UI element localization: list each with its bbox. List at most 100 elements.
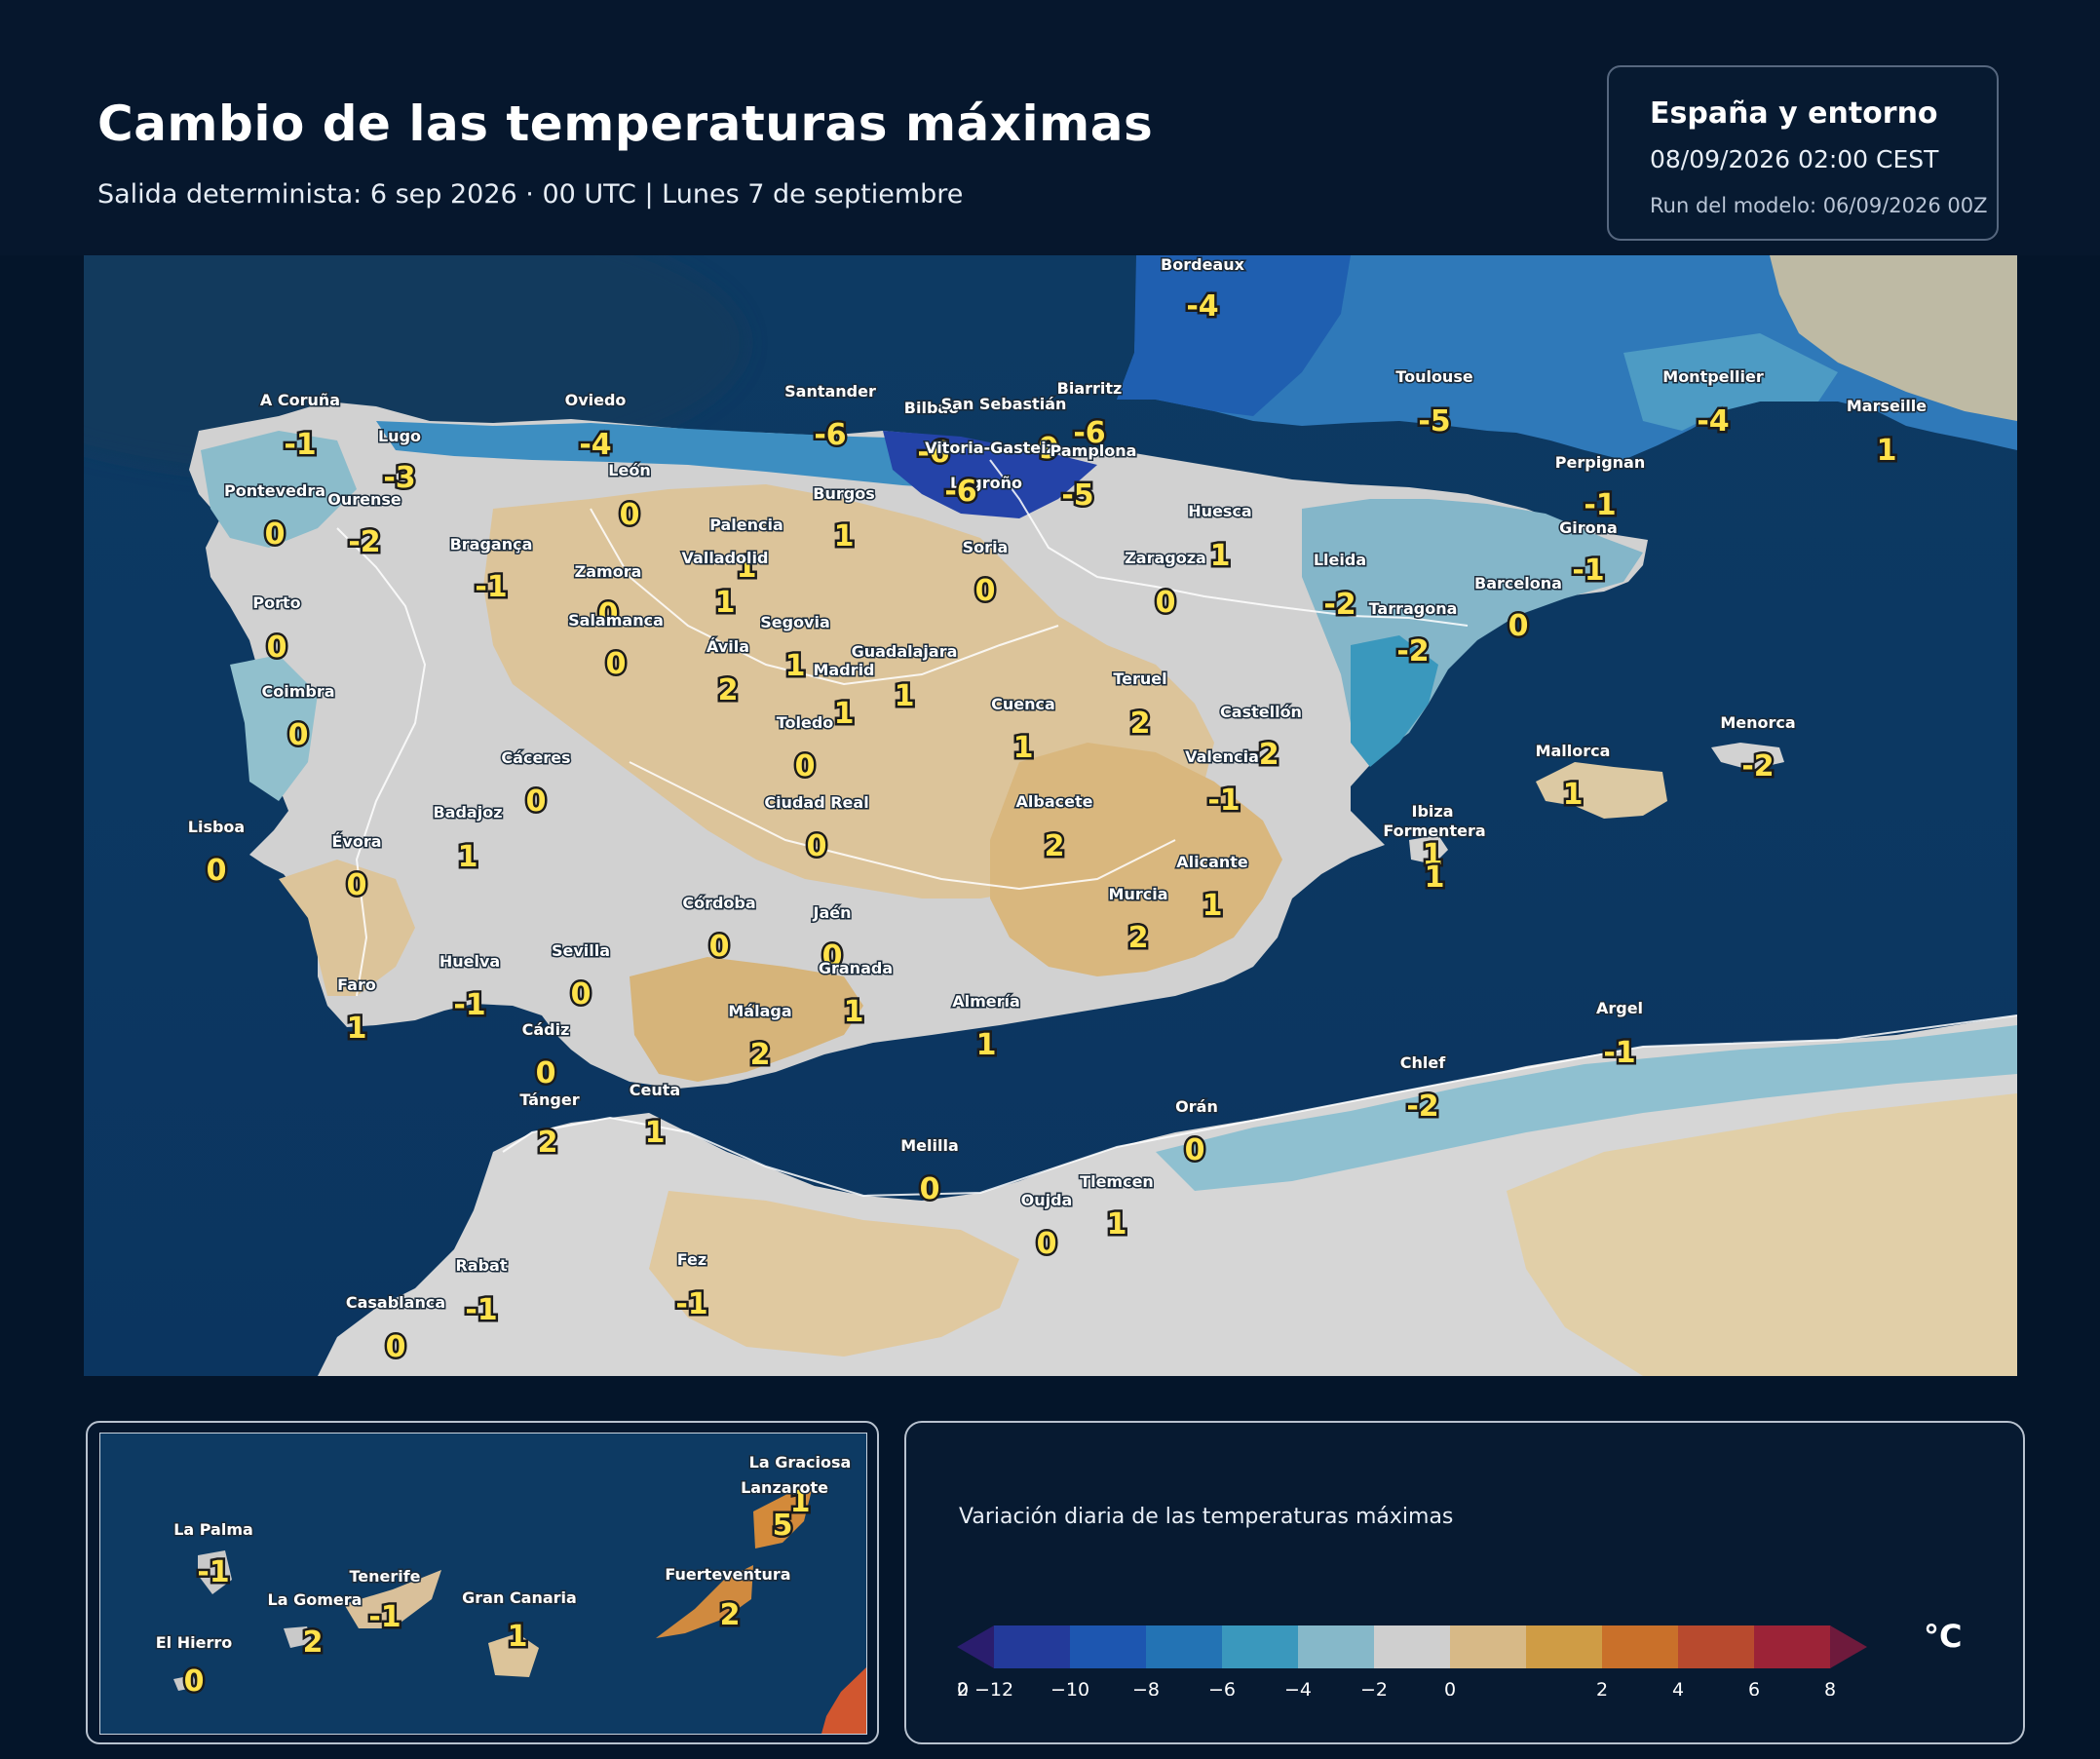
city-label: Murcia xyxy=(1109,885,1168,903)
city-value: 1 xyxy=(1425,860,1445,895)
city-value: -6 xyxy=(917,436,949,470)
city-value: 1 xyxy=(1877,434,1897,468)
city-label: Bordeaux xyxy=(1161,255,1245,274)
city-value: -5 xyxy=(1061,478,1093,513)
colorbar-segment xyxy=(1146,1625,1223,1668)
city-value: 2 xyxy=(1130,707,1151,741)
island-label: Tenerife xyxy=(349,1567,420,1586)
city-value: 1 xyxy=(834,519,855,554)
island-tenerife xyxy=(344,1570,441,1628)
canary-inset-canvas: La Graciosa 1 Lanzarote 5 La Palma -1 Te… xyxy=(100,1434,866,1734)
city-label: Cuenca xyxy=(991,695,1055,713)
city-value: 0 xyxy=(571,977,592,1012)
island-label: Fuerteventura xyxy=(665,1565,790,1584)
main-map-canvas: Bordeaux -4 Biarritz -6 Toulouse -5 Mont… xyxy=(84,255,2017,1376)
city-value: 2 xyxy=(718,673,739,707)
colorbar-arrow-right xyxy=(1830,1625,1867,1668)
city-value: -1 xyxy=(1207,784,1240,818)
city-value: 1 xyxy=(737,551,757,585)
city-label: Madrid xyxy=(814,661,875,679)
city-label: Segovia xyxy=(760,613,830,631)
city-label: Almería xyxy=(952,992,1020,1011)
city-label: Montpellier xyxy=(1662,367,1764,386)
colorbar-segment xyxy=(1602,1625,1679,1668)
city-value: -2 xyxy=(1323,588,1355,622)
city-value: -2 xyxy=(1246,738,1279,772)
city-label: Orán xyxy=(1175,1097,1218,1116)
city-label: Ávila xyxy=(706,637,749,656)
city-value: -1 xyxy=(675,1287,707,1321)
city-label: Ciudad Real xyxy=(764,793,868,812)
colorbar-tick-label: −6 xyxy=(1208,1679,1236,1696)
city-value: 0 xyxy=(265,517,286,552)
city-label: Barcelona xyxy=(1474,574,1562,593)
city-value: 1 xyxy=(895,679,915,713)
city-value: -2 xyxy=(1396,634,1429,669)
city-label: Huelva xyxy=(439,952,500,971)
city-label: Cádiz xyxy=(522,1020,570,1039)
city-label: Coimbra xyxy=(261,682,334,701)
basque-cool-dark xyxy=(883,431,1097,518)
africa-cool-band xyxy=(1156,1025,2017,1191)
africa-warm-west xyxy=(649,1191,1019,1357)
island-labels: La Graciosa 1 Lanzarote 5 La Palma -1 Te… xyxy=(154,1452,853,1702)
colorbar-tick-label: 2 xyxy=(1596,1679,1608,1696)
city-value: 0 xyxy=(1037,1227,1057,1261)
island-value: 1 xyxy=(790,1485,811,1519)
city-value: 0 xyxy=(267,631,287,665)
city-label: Tlemcen xyxy=(1080,1172,1154,1191)
info-box: España y entorno 08/09/2026 02:00 CEST R… xyxy=(1607,65,1999,241)
city-value: -1 xyxy=(1572,554,1604,588)
city-value: -6 xyxy=(944,475,976,509)
city-value: 0 xyxy=(1508,609,1529,643)
city-label: Faro xyxy=(337,975,376,994)
city-value: -1 xyxy=(1584,488,1616,522)
city-value: 0 xyxy=(207,854,227,888)
city-value: -2 xyxy=(1741,749,1774,784)
city-label: Burgos xyxy=(813,484,874,503)
portugal-cool xyxy=(230,655,318,801)
city-value: 1 xyxy=(715,586,736,620)
city-value: 0 xyxy=(288,718,309,752)
coast-east-cool xyxy=(1351,635,1438,767)
city-value: 1 xyxy=(976,1028,997,1062)
city-label: Soria xyxy=(963,538,1009,556)
city-label: Lisboa xyxy=(188,818,245,836)
city-value: 1 xyxy=(347,1012,367,1046)
city-label: Ourense xyxy=(327,490,401,509)
city-value: -1 xyxy=(453,988,485,1022)
colorbar-tick-label: −10 xyxy=(1050,1679,1089,1696)
city-label: Oviedo xyxy=(565,391,627,409)
city-value: -2 xyxy=(1406,1090,1438,1124)
city-label: Mallorca xyxy=(1536,742,1611,760)
colorbar-segment xyxy=(1070,1625,1147,1668)
city-label: Teruel xyxy=(1113,669,1166,688)
city-label: Ceuta xyxy=(630,1081,680,1099)
africa-warm-east xyxy=(1507,1093,2017,1376)
colorbar-tick-label: −4 xyxy=(1284,1679,1312,1696)
city-label: Rabat xyxy=(455,1256,507,1275)
city-label: San Sebastián xyxy=(941,395,1067,413)
island-label: El Hierro xyxy=(156,1633,232,1652)
colorbar-segment xyxy=(1678,1625,1755,1668)
city-value: 0 xyxy=(1156,586,1176,620)
island-fuerteventura xyxy=(656,1565,753,1638)
city-value: 0 xyxy=(975,574,996,608)
city-value: 0 xyxy=(822,939,843,974)
city-label: Tarragona xyxy=(1369,599,1458,618)
city-label: Lleida xyxy=(1314,551,1366,569)
island-gran-canaria xyxy=(488,1633,539,1677)
city-label: Huesca xyxy=(1188,502,1251,520)
city-label: Évora xyxy=(331,832,381,851)
city-label: Ibiza xyxy=(1412,802,1454,821)
city-value: 1 xyxy=(458,840,478,874)
colorbar-segment xyxy=(1754,1625,1831,1668)
city-value: 0 xyxy=(347,868,367,902)
main-map[interactable]: Bordeaux -4 Biarritz -6 Toulouse -5 Mont… xyxy=(84,255,2017,1376)
city-label: Pontevedra xyxy=(224,481,325,500)
island-label: La Graciosa xyxy=(749,1453,852,1472)
city-label: Formentera xyxy=(1383,822,1485,840)
north-coast-cool xyxy=(376,421,1019,489)
city-label: Sevilla xyxy=(552,941,610,960)
canary-inset-map[interactable]: La Graciosa 1 Lanzarote 5 La Palma -1 Te… xyxy=(99,1433,867,1735)
